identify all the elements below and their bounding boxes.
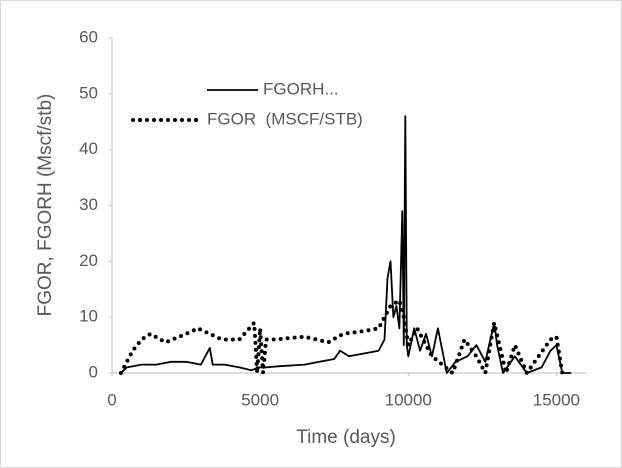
x-tick-label: 5000: [241, 390, 279, 409]
legend-label: FGORH...: [263, 79, 339, 98]
y-tick-label: 60: [79, 27, 98, 46]
y-tick-label: 30: [79, 195, 98, 214]
y-tick-label: 10: [79, 307, 98, 326]
y-tick-label: 50: [79, 83, 98, 102]
y-axis-title: FGOR, FGORH (Mscf/stb): [35, 94, 56, 317]
y-tick-label: 0: [89, 362, 98, 381]
x-tick-label: 15000: [533, 390, 580, 409]
x-axis-title: Time (days): [296, 427, 396, 448]
series-line: [118, 297, 565, 381]
legend-label: FGOR (MSCF/STB): [207, 109, 363, 128]
y-tick-label: 40: [79, 139, 98, 158]
x-tick-label: 0: [107, 390, 116, 409]
y-tick-label: 20: [79, 251, 98, 270]
x-tick-label: 10000: [385, 390, 432, 409]
